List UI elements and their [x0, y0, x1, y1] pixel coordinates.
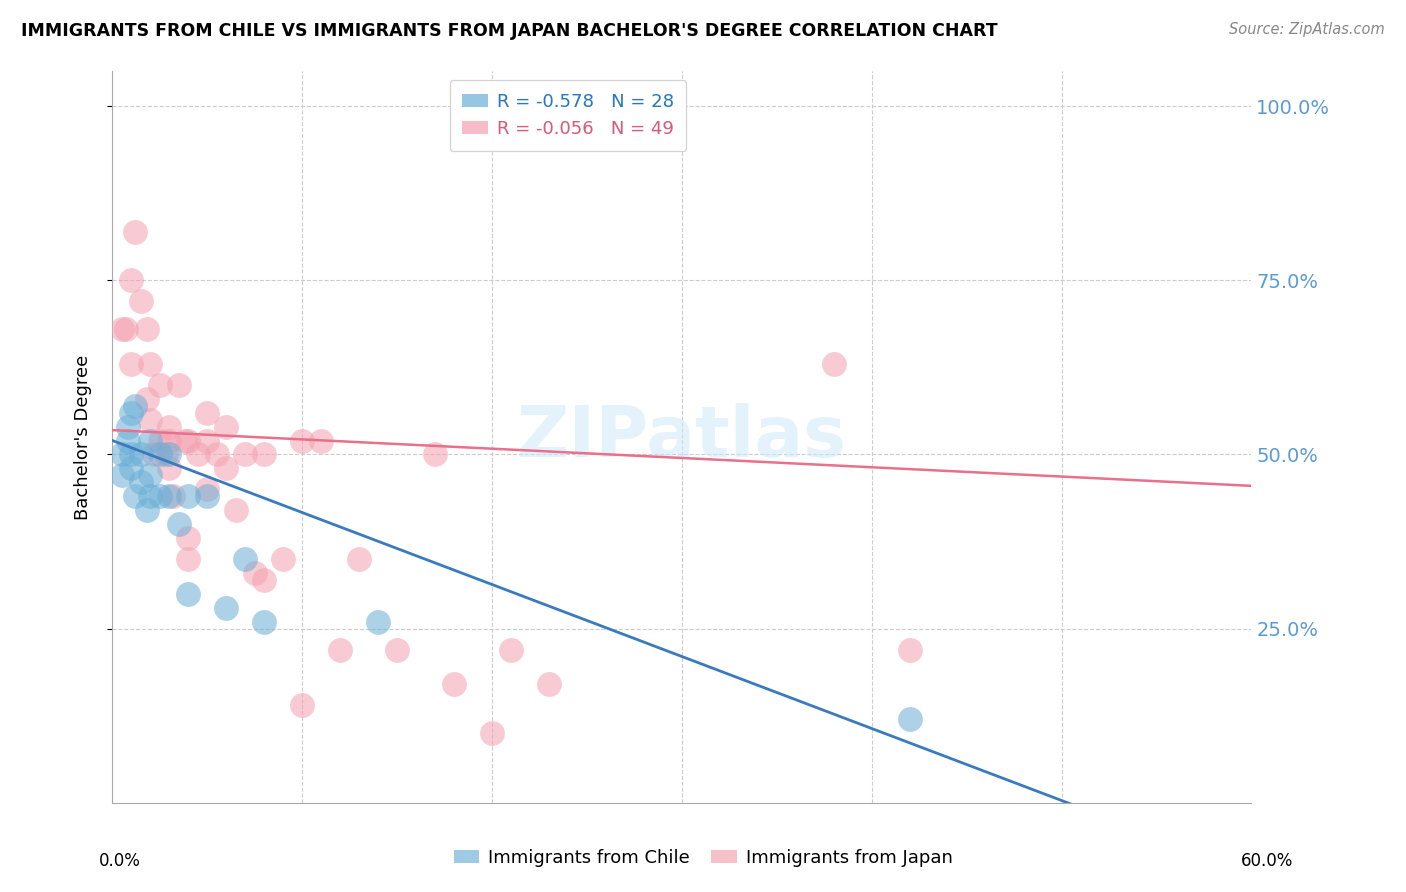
Point — [329, 642, 352, 657]
Point — [253, 573, 276, 587]
Point — [215, 461, 238, 475]
Text: IMMIGRANTS FROM CHILE VS IMMIGRANTS FROM JAPAN BACHELOR'S DEGREE CORRELATION CHA: IMMIGRANTS FROM CHILE VS IMMIGRANTS FROM… — [21, 22, 998, 40]
Point — [149, 448, 172, 462]
Point — [135, 322, 157, 336]
Legend: Immigrants from Chile, Immigrants from Japan: Immigrants from Chile, Immigrants from J… — [446, 842, 960, 874]
Point — [135, 503, 157, 517]
Text: Source: ZipAtlas.com: Source: ZipAtlas.com — [1229, 22, 1385, 37]
Point — [129, 294, 152, 309]
Point — [139, 412, 162, 426]
Point — [177, 552, 200, 566]
Point — [121, 448, 143, 462]
Point — [898, 712, 921, 726]
Point — [124, 399, 146, 413]
Point — [155, 448, 177, 462]
Point — [159, 461, 180, 475]
Point — [114, 322, 136, 336]
Point — [253, 448, 276, 462]
Text: 60.0%: 60.0% — [1241, 852, 1294, 870]
Point — [367, 615, 389, 629]
Point — [195, 434, 219, 448]
Point — [225, 503, 247, 517]
Point — [253, 615, 276, 629]
Point — [291, 434, 314, 448]
Point — [111, 322, 134, 336]
Point — [149, 377, 172, 392]
Point — [149, 489, 172, 503]
Point — [159, 434, 180, 448]
Point — [481, 726, 503, 740]
Point — [162, 489, 184, 503]
Point — [135, 392, 157, 406]
Point — [139, 489, 162, 503]
Point — [501, 642, 523, 657]
Point — [159, 448, 180, 462]
Text: ZIPatlas: ZIPatlas — [517, 402, 846, 472]
Point — [159, 489, 180, 503]
Point — [143, 448, 166, 462]
Point — [139, 434, 162, 448]
Point — [177, 489, 200, 503]
Point — [195, 489, 219, 503]
Point — [117, 434, 139, 448]
Point — [309, 434, 333, 448]
Point — [443, 677, 465, 691]
Point — [167, 517, 190, 532]
Point — [177, 587, 200, 601]
Point — [291, 698, 314, 713]
Point — [149, 434, 172, 448]
Point — [167, 377, 190, 392]
Point — [537, 677, 560, 691]
Point — [823, 357, 845, 371]
Point — [215, 419, 238, 434]
Point — [121, 357, 143, 371]
Point — [235, 448, 257, 462]
Point — [235, 552, 257, 566]
Point — [124, 489, 146, 503]
Point — [124, 225, 146, 239]
Point — [898, 642, 921, 657]
Point — [121, 406, 143, 420]
Point — [385, 642, 409, 657]
Text: 0.0%: 0.0% — [98, 852, 141, 870]
Point — [195, 483, 219, 497]
Legend: R = -0.578   N = 28, R = -0.056   N = 49: R = -0.578 N = 28, R = -0.056 N = 49 — [450, 80, 686, 151]
Point — [139, 468, 162, 483]
Point — [425, 448, 447, 462]
Point — [195, 406, 219, 420]
Point — [271, 552, 295, 566]
Point — [177, 434, 200, 448]
Point — [117, 419, 139, 434]
Point — [121, 461, 143, 475]
Point — [205, 448, 228, 462]
Point — [215, 600, 238, 615]
Point — [349, 552, 371, 566]
Point — [187, 448, 209, 462]
Y-axis label: Bachelor's Degree: Bachelor's Degree — [73, 354, 91, 520]
Point — [243, 566, 266, 580]
Point — [121, 273, 143, 287]
Point — [129, 448, 152, 462]
Point — [139, 357, 162, 371]
Point — [129, 475, 152, 490]
Point — [159, 419, 180, 434]
Point — [111, 468, 134, 483]
Point — [177, 531, 200, 545]
Point — [111, 448, 134, 462]
Point — [173, 434, 195, 448]
